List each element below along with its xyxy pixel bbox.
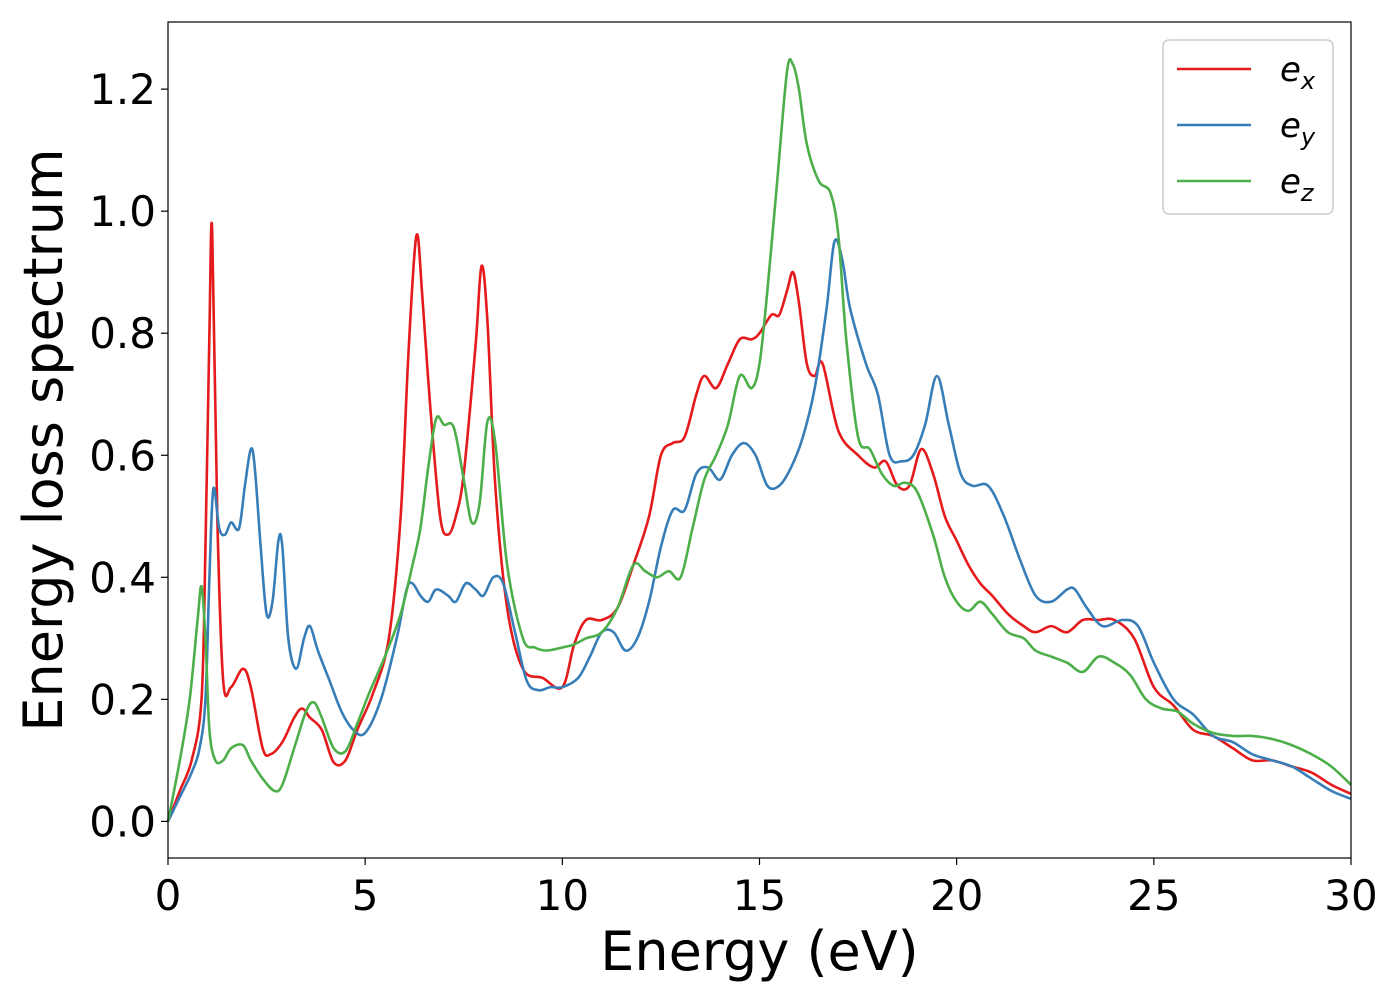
series-line-z (166, 58, 1352, 822)
series-line-y (166, 238, 1352, 822)
legend-label-y: ey (1280, 106, 1316, 151)
legend-label-z: ez (1280, 162, 1315, 207)
y-axis-title: Energy loss spectrum (12, 148, 75, 731)
x-tick-label: 20 (930, 871, 983, 920)
legend-box (1162, 39, 1334, 215)
y-tick-label: 0.4 (89, 553, 156, 602)
legend-label-x: ex (1280, 50, 1316, 95)
series-layer (166, 58, 1352, 822)
x-axis-title: Energy (eV) (600, 920, 919, 983)
x-tick-label: 5 (352, 871, 379, 920)
y-axis: 0.0 0.2 0.4 0.6 0.8 1.0 1.2 (89, 65, 168, 846)
x-tick-label: 30 (1324, 871, 1377, 920)
x-axis: 0 5 10 15 20 25 30 (155, 858, 1378, 920)
x-tick-label: 0 (155, 871, 182, 920)
series-line-x (166, 221, 1352, 822)
x-tick-label: 15 (733, 871, 786, 920)
y-tick-label: 0.6 (89, 431, 156, 480)
legend: ex ey ez (1162, 39, 1334, 215)
y-tick-label: 1.2 (89, 65, 156, 114)
x-tick-label: 10 (536, 871, 589, 920)
y-tick-label: 1.0 (89, 187, 156, 236)
x-tick-label: 25 (1127, 871, 1180, 920)
y-tick-label: 0.0 (89, 797, 156, 846)
y-tick-label: 0.2 (89, 675, 156, 724)
y-tick-label: 0.8 (89, 309, 156, 358)
